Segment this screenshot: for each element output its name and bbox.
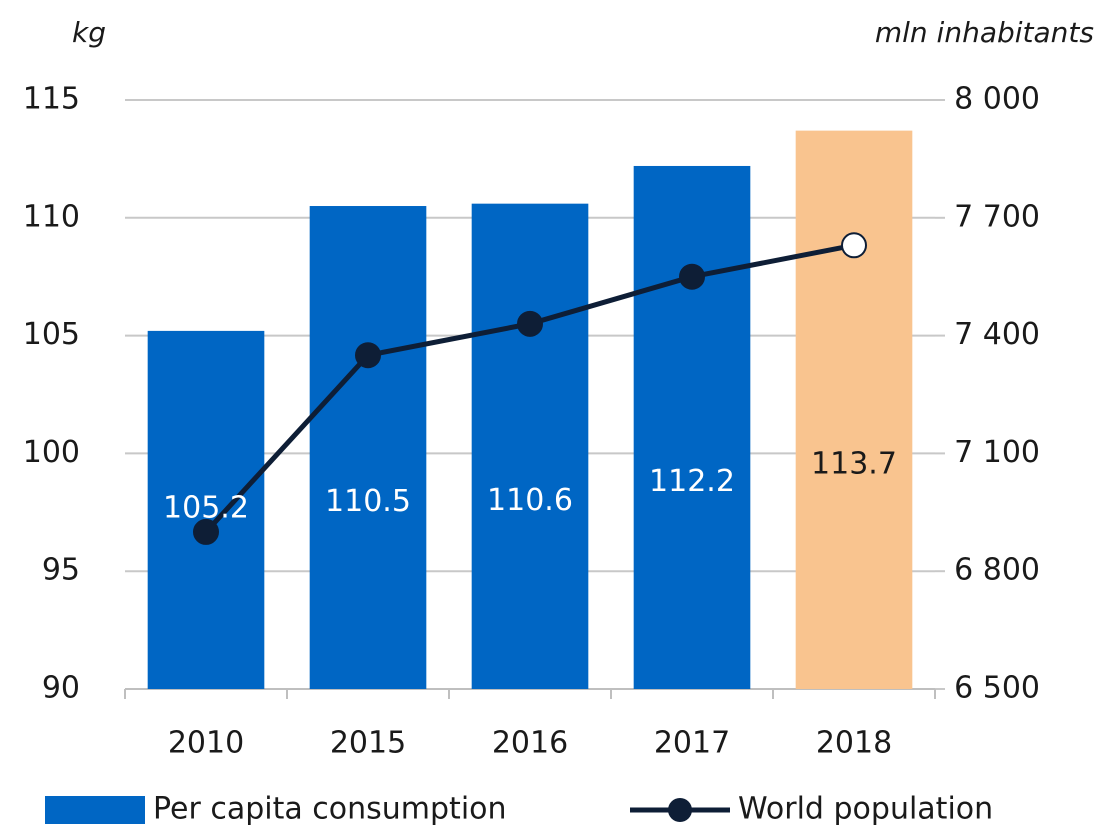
y-tick-label: 90 — [42, 671, 80, 706]
legend-swatch — [45, 796, 145, 824]
data-label: 105.2 — [163, 491, 249, 526]
marker — [517, 310, 543, 337]
x-tick-label: 2017 — [654, 726, 730, 761]
bar — [147, 330, 265, 689]
bar — [795, 130, 913, 690]
legend-label: World population — [738, 792, 993, 827]
y-tick-label: 115 — [23, 82, 80, 117]
bar — [633, 165, 751, 689]
y2-tick-label: 7 700 — [954, 199, 1040, 234]
marker — [679, 263, 705, 290]
y2-axis-label: mln inhabitants — [875, 16, 1094, 49]
x-tick-label: 2018 — [816, 726, 892, 761]
y2-tick-label: 8 000 — [954, 82, 1040, 117]
x-tick-label: 2015 — [330, 726, 406, 761]
y-axis-label: kg — [72, 16, 106, 49]
data-label: 110.5 — [325, 484, 411, 519]
legend-label: Per capita consumption — [153, 792, 507, 827]
marker — [193, 518, 219, 545]
bar — [309, 206, 427, 689]
x-tick-label: 2016 — [492, 726, 568, 761]
marker — [841, 232, 867, 259]
legend-marker — [668, 798, 692, 822]
y-tick-label: 110 — [23, 199, 80, 234]
y-tick-label: 105 — [23, 317, 80, 352]
data-label: 112.2 — [649, 464, 735, 499]
y-tick-label: 95 — [42, 553, 80, 588]
marker — [355, 342, 381, 369]
y2-tick-label: 7 100 — [954, 435, 1040, 470]
x-tick-label: 2010 — [168, 726, 244, 761]
data-label: 110.6 — [487, 483, 573, 518]
y2-tick-label: 7 400 — [954, 317, 1040, 352]
y2-tick-label: 6 800 — [954, 553, 1040, 588]
data-label: 113.7 — [811, 446, 897, 481]
y-tick-label: 100 — [23, 435, 80, 470]
y2-tick-label: 6 500 — [954, 671, 1040, 706]
bar — [471, 203, 589, 689]
